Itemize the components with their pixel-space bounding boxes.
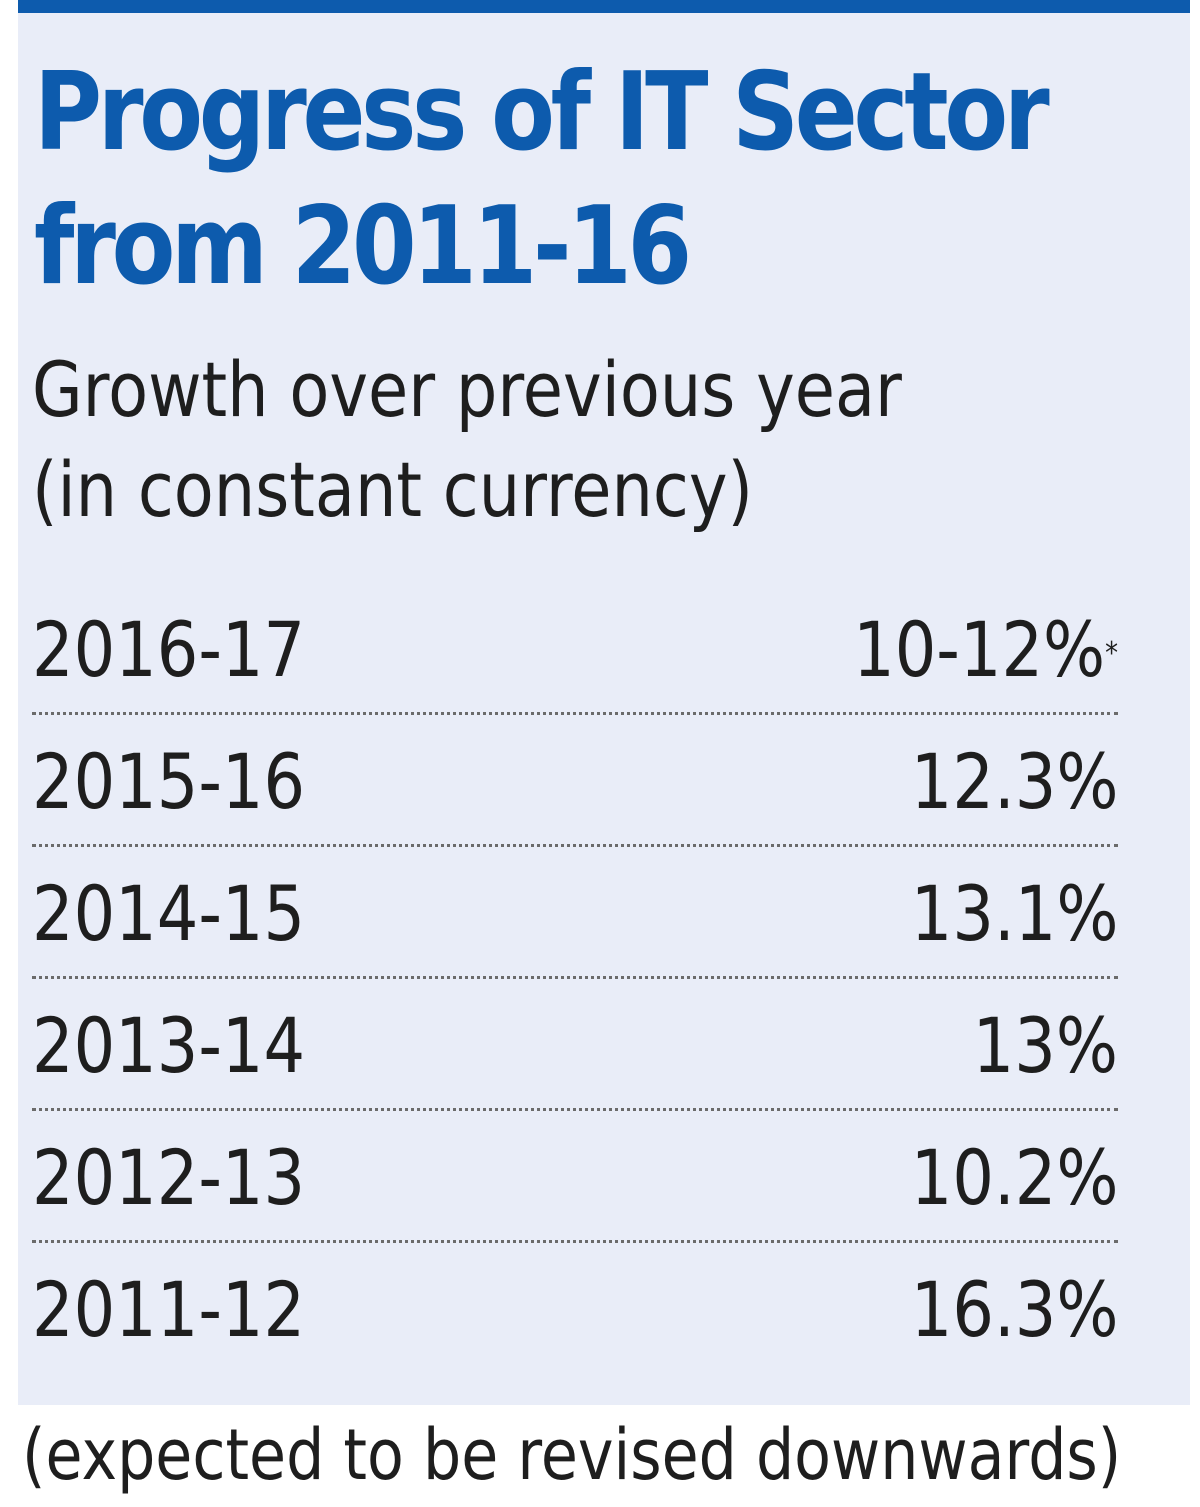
chart-title: Progress of IT Sector from 2011-16: [34, 46, 1050, 314]
table-row: 2012-13 10.2%: [32, 1111, 1118, 1243]
row-year-label: 2011-12: [32, 1265, 306, 1354]
row-growth-value: 13.1%: [910, 869, 1118, 958]
table-row: 2014-15 13.1%: [32, 847, 1118, 979]
row-year-label: 2014-15: [32, 869, 306, 958]
chart-panel: [18, 0, 1190, 1405]
footnote: (expected to be revised downwards): [22, 1414, 1122, 1496]
footnote-marker: *: [1105, 636, 1118, 671]
top-accent-bar: [18, 0, 1190, 13]
growth-table: 2016-17 10-12%* 2015-16 12.3% 2014-15 13.1% 20…: [32, 583, 1118, 1375]
row-growth-value: 10-12%*: [853, 605, 1118, 694]
row-year-label: 2012-13: [32, 1133, 306, 1222]
row-year-label: 2015-16: [32, 737, 306, 826]
chart-title-line2: from 2011-16: [34, 184, 692, 309]
row-growth-value: 13%: [972, 1001, 1118, 1090]
chart-subtitle: Growth over previous year (in constant c…: [32, 340, 1012, 540]
row-year-label: 2013-14: [32, 1001, 306, 1090]
row-growth-value: 16.3%: [910, 1265, 1118, 1354]
chart-title-line1: Progress of IT Sector: [34, 50, 1050, 175]
row-growth-value: 10.2%: [910, 1133, 1118, 1222]
row-year-label: 2016-17: [32, 605, 306, 694]
table-row: 2015-16 12.3%: [32, 715, 1118, 847]
chart-subtitle-line2: (in constant currency): [32, 445, 754, 534]
table-row: 2013-14 13%: [32, 979, 1118, 1111]
row-growth-value: 12.3%: [910, 737, 1118, 826]
chart-subtitle-line1: Growth over previous year: [32, 345, 902, 434]
table-row: 2016-17 10-12%*: [32, 583, 1118, 715]
table-row: 2011-12 16.3%: [32, 1243, 1118, 1375]
